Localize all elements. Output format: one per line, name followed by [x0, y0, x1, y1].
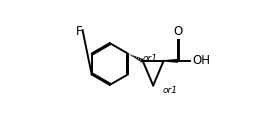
Polygon shape: [164, 60, 178, 62]
Text: F: F: [76, 25, 82, 38]
Text: O: O: [173, 25, 182, 38]
Text: or1: or1: [143, 54, 158, 63]
Text: or1: or1: [162, 86, 177, 94]
Text: OH: OH: [193, 54, 211, 67]
